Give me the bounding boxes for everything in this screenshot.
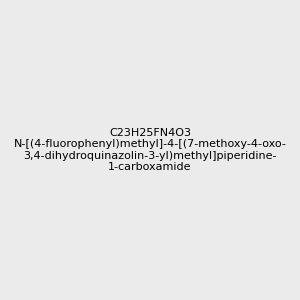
- Text: C23H25FN4O3
N-[(4-fluorophenyl)methyl]-4-[(7-methoxy-4-oxo-
3,4-dihydroquinazoli: C23H25FN4O3 N-[(4-fluorophenyl)methyl]-4…: [14, 128, 286, 172]
